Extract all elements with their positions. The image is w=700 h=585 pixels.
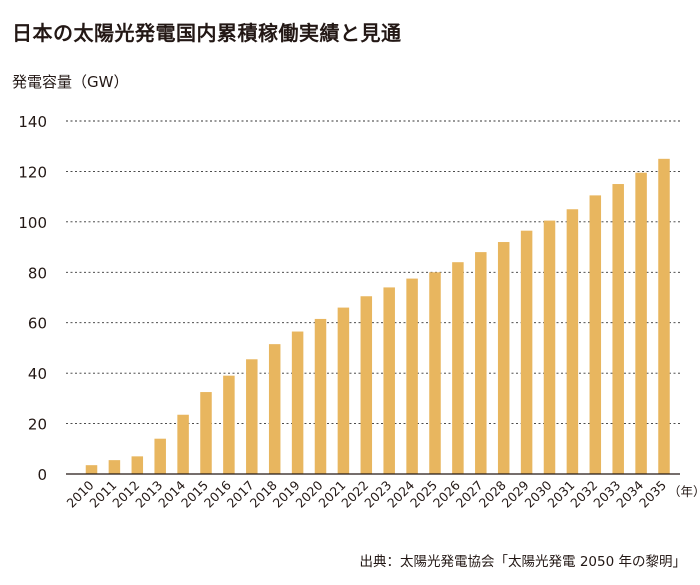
bar bbox=[268, 344, 281, 474]
bar bbox=[314, 318, 327, 474]
x-tick-label: 2035 bbox=[636, 478, 669, 511]
bar bbox=[360, 296, 373, 474]
y-tick-label: 100 bbox=[18, 214, 47, 232]
y-tick-label: 80 bbox=[28, 264, 47, 282]
bar bbox=[497, 242, 510, 474]
bar bbox=[223, 375, 235, 474]
bar bbox=[475, 252, 487, 474]
y-tick-label: 60 bbox=[28, 315, 47, 333]
bar bbox=[520, 230, 533, 474]
y-axis-label: 発電容量（GW） bbox=[12, 73, 129, 91]
y-tick-label: 40 bbox=[28, 365, 47, 383]
y-tick-label: 20 bbox=[28, 416, 47, 434]
bar bbox=[291, 331, 304, 474]
bar bbox=[612, 184, 624, 475]
bar bbox=[383, 287, 395, 474]
bar bbox=[246, 359, 258, 474]
bar bbox=[177, 414, 189, 474]
y-tick-label: 0 bbox=[37, 466, 47, 484]
bar bbox=[85, 465, 98, 474]
bar bbox=[337, 307, 350, 474]
source-note: 出典：太陽光発電協会「太陽光発電 2050 年の黎明」 bbox=[359, 554, 686, 570]
bar bbox=[131, 456, 144, 474]
bar bbox=[566, 209, 579, 474]
chart-title: 日本の太陽光発電国内累積稼働実績と見通 bbox=[12, 21, 402, 45]
bar bbox=[658, 158, 670, 475]
bar bbox=[108, 460, 121, 474]
bar bbox=[452, 262, 464, 474]
bar bbox=[543, 220, 556, 474]
bar bbox=[429, 272, 441, 474]
x-unit-label: （年） bbox=[668, 484, 700, 499]
y-tick-label: 120 bbox=[18, 163, 47, 181]
bar bbox=[200, 392, 212, 474]
bar bbox=[406, 278, 418, 474]
bar-chart: 0204060801001201402010201120122013201420… bbox=[18, 113, 700, 511]
y-tick-label: 140 bbox=[18, 113, 47, 131]
bar bbox=[589, 195, 602, 474]
bar bbox=[154, 438, 166, 474]
bar bbox=[635, 172, 647, 475]
